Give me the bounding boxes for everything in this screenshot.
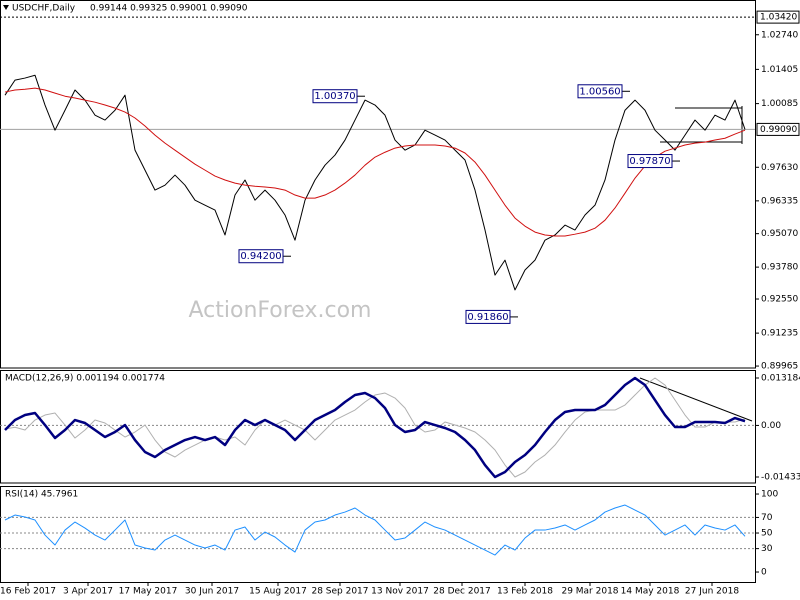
y-tick-label: 0	[761, 568, 767, 578]
annotation-label: 1.00370	[314, 91, 355, 102]
trend-line	[639, 377, 753, 422]
x-tick-label: 29 Mar 2018	[561, 587, 618, 597]
annotation-label: 0.97870	[629, 156, 670, 167]
y-tick-label: 1.01405	[761, 65, 798, 75]
y-tick-label: 0.95070	[761, 229, 798, 239]
panel-title: RSI(14) 45.7961	[5, 490, 78, 500]
annotation-box	[577, 84, 623, 99]
x-tick-label: 13 Nov 2017	[371, 587, 429, 597]
series-line	[4, 377, 746, 478]
x-tick-label: 16 Feb 2017	[0, 587, 56, 597]
price-label: 0.99090	[760, 125, 797, 135]
y-tick-label: 0.92550	[761, 295, 798, 305]
y-tick-label: 70	[761, 513, 773, 523]
series-line	[4, 504, 746, 556]
series-line	[4, 87, 746, 237]
annotation-label: 0.91860	[467, 312, 508, 323]
y-tick-label: 30	[761, 544, 773, 554]
rsi-panel-frame	[0, 486, 756, 583]
x-tick-label: 13 Feb 2018	[497, 587, 553, 597]
y-tick-label: 0.96335	[761, 196, 798, 206]
annotation-box	[627, 154, 673, 169]
x-tick-label: 14 May 2018	[621, 587, 680, 597]
x-tick-label: 28 Sep 2017	[311, 587, 368, 597]
annotation-box	[312, 89, 358, 104]
y-tick-label: 0.91235	[761, 329, 798, 339]
y-tick-label: 0.89965	[761, 362, 798, 372]
y-tick-label: 0.00	[761, 421, 781, 431]
macd-panel-frame	[0, 370, 756, 484]
panel-title: MACD(12,26,9) 0.001194 0.001774	[5, 374, 165, 384]
y-tick-label: 0.93780	[761, 263, 798, 273]
y-tick-label: 0.97630	[761, 163, 798, 173]
watermark: ActionForex.com	[189, 298, 372, 323]
annotation-box	[465, 309, 511, 324]
x-tick-label: 30 Jun 2017	[185, 587, 239, 597]
price-label-box	[756, 122, 800, 136]
x-tick-label: 28 Dec 2017	[433, 587, 491, 597]
annotation-label: 1.00560	[579, 86, 620, 97]
x-tick-label: 15 Aug 2017	[249, 587, 307, 597]
annotation-box	[238, 249, 284, 264]
y-tick-label: 1.02740	[761, 30, 798, 40]
y-tick-label: 0.013184	[761, 373, 800, 383]
price-label: 1.03420	[760, 13, 797, 23]
price-label-box	[756, 10, 800, 24]
series-line	[4, 376, 746, 479]
x-tick-label: 17 May 2017	[119, 587, 178, 597]
y-tick-label: 100	[761, 490, 778, 500]
menu-icon	[3, 5, 9, 10]
x-tick-label: 3 Apr 2017	[63, 587, 113, 597]
annotation-label: 0.94200	[240, 251, 281, 262]
y-tick-label: -0.014339	[761, 473, 800, 483]
panel-title: USDCHF,Daily	[12, 4, 76, 14]
y-tick-label: 50	[761, 529, 773, 539]
x-tick-label: 27 Jun 2018	[685, 587, 739, 597]
price-panel-frame	[0, 0, 756, 369]
y-tick-label: 1.00085	[761, 99, 798, 109]
panel-subtitle: 0.99144 0.99325 0.99001 0.99090	[90, 4, 248, 14]
